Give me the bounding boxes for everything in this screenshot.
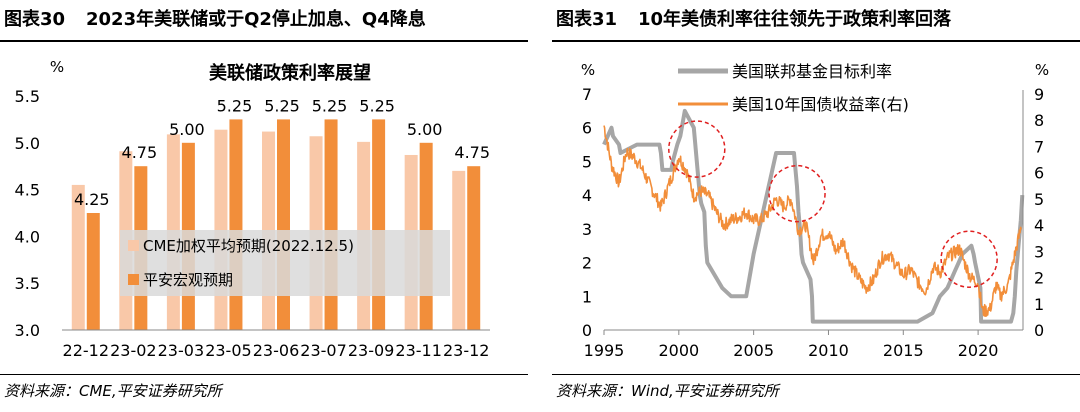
- bar-data-label: 5.25: [264, 96, 300, 115]
- bar-pingan-expectation: [277, 119, 290, 331]
- treasury-10y-yield-line: [603, 125, 1022, 317]
- bar-data-label: 5.00: [407, 120, 443, 139]
- bar-data-label: 4.75: [122, 143, 158, 162]
- x-tick-label: 23-05: [205, 341, 252, 360]
- right-y-tick-label: 2: [1034, 269, 1044, 288]
- left-y-tick-label: 5: [582, 152, 592, 171]
- left-y-tick-label: 1: [582, 287, 592, 306]
- left-y-tick-label: 2: [582, 254, 592, 273]
- bar-data-label: 5.00: [169, 120, 205, 139]
- x-tick-label: 23-06: [253, 341, 300, 360]
- y-tick-label: 3.5: [15, 274, 40, 293]
- bar-chart-title: 美联储政策利率展望: [209, 62, 371, 84]
- bar-pingan-expectation: [324, 119, 338, 331]
- figure-30-source-rule: [0, 374, 528, 375]
- bar-cme-expectation: [452, 170, 466, 330]
- bar-pingan-expectation: [229, 119, 243, 331]
- right-y-tick-label: 9: [1034, 85, 1044, 104]
- legend-background: [120, 230, 450, 296]
- right-y-tick-label: 6: [1034, 164, 1044, 183]
- figure-30-source: 资料来源：CME,平安证券研究所: [4, 382, 222, 400]
- y-tick-label: 3.0: [15, 321, 40, 340]
- x-tick-label: 23-02: [110, 341, 157, 360]
- figure-30-number: 图表30: [4, 9, 66, 30]
- left-y-tick-label: 0: [582, 321, 592, 340]
- right-y-tick-label: 1: [1034, 295, 1044, 314]
- x-tick-label: 2020: [958, 341, 999, 360]
- x-tick-label: 23-09: [348, 341, 395, 360]
- x-tick-label: 23-11: [395, 341, 442, 360]
- bar-data-label: 4.75: [454, 143, 490, 162]
- bar-data-label: 5.25: [312, 96, 348, 115]
- right-y-tick-label: 7: [1034, 137, 1044, 156]
- bar-data-label: 5.25: [359, 96, 395, 115]
- right-y-tick-label: 4: [1034, 216, 1044, 235]
- left-y-tick-label: 3: [582, 220, 592, 239]
- figure-31-header: 图表31 10年美债利率往往领先于政策利率回落: [552, 6, 1080, 34]
- y-tick-label: 4.0: [15, 227, 40, 246]
- x-tick-label: 1995: [584, 341, 625, 360]
- x-tick-label: 22-12: [63, 341, 110, 360]
- x-tick-label: 2015: [883, 341, 924, 360]
- bar-pingan-expectation: [372, 119, 386, 331]
- right-y-tick-label: 0: [1034, 321, 1044, 340]
- bar-pingan-expectation: [467, 166, 481, 330]
- x-tick-label: 2010: [808, 341, 849, 360]
- figure-31-number: 图表31: [556, 9, 618, 30]
- left-y-tick-label: 7: [582, 85, 592, 104]
- highlight-circle: [940, 230, 998, 288]
- figure-31-title: 10年美债利率往往领先于政策利率回落: [638, 9, 952, 30]
- bar-cme-expectation: [214, 129, 228, 330]
- figure-30-header: 图表30 2023年美联储或于Q2停止加息、Q4降息: [0, 6, 528, 34]
- line-chart-left-unit: %: [581, 61, 595, 79]
- rates-line-chart: % % 0 1 2 3 4 5 6 7 0 1 2 3 4 5 6 7 8 9 1995 2000 2005 2010…: [581, 61, 1049, 360]
- line-chart-legend: 美国联邦基金目标利率 美国10年国债收益率(右): [678, 62, 909, 114]
- figure-31-header-rule: [552, 40, 1080, 42]
- figure-31-panel: 图表31 10年美债利率往往领先于政策利率回落 % % 0 1 2 3 4 5 6 7 0 1 2 3…: [552, 0, 1080, 412]
- y-tick-label: 4.5: [15, 181, 40, 200]
- legend-label-fed-funds: 美国联邦基金目标利率: [732, 62, 892, 81]
- highlight-circle: [668, 120, 726, 178]
- highlight-circle: [768, 164, 826, 223]
- bar-pingan-expectation: [86, 213, 100, 330]
- x-tick-label: 2005: [733, 341, 774, 360]
- line-chart-right-unit: %: [1035, 61, 1049, 79]
- x-tick-label: 23-03: [158, 341, 205, 360]
- bar-chart-legend: CME加权平均预期(2022.12.5) 平安宏观预期: [120, 230, 450, 296]
- right-y-tick-label: 3: [1034, 242, 1044, 261]
- figure-31-source-rule: [552, 374, 1080, 375]
- legend-label-pingan: 平安宏观预期: [143, 271, 233, 289]
- bar-chart-y-unit: %: [50, 58, 64, 76]
- legend-label-cme: CME加权平均预期(2022.12.5): [143, 237, 354, 255]
- right-y-tick-label: 5: [1034, 190, 1044, 209]
- y-tick-label: 5.5: [15, 87, 40, 106]
- legend-swatch-pingan: [128, 274, 139, 285]
- bar-data-label: 4.25: [74, 190, 110, 209]
- right-y-tick-label: 8: [1034, 111, 1044, 130]
- x-tick-label: 23-07: [300, 341, 347, 360]
- legend-swatch-cme: [128, 240, 139, 251]
- legend-label-10y-yield: 美国10年国债收益率(右): [732, 95, 909, 114]
- x-tick-label: 23-12: [443, 341, 490, 360]
- left-y-tick-label: 6: [582, 119, 592, 138]
- figure-30-panel: 图表30 2023年美联储或于Q2停止加息、Q4降息 美联储政策利率展望 % 3.…: [0, 0, 528, 412]
- left-y-tick-label: 4: [582, 186, 592, 205]
- y-tick-label: 5.0: [15, 134, 40, 153]
- bar-cme-expectation: [71, 184, 85, 330]
- figure-30-title: 2023年美联储或于Q2停止加息、Q4降息: [86, 9, 426, 30]
- x-tick-label: 2000: [658, 341, 699, 360]
- figure-30-header-rule: [0, 40, 528, 42]
- bar-data-label: 5.25: [217, 96, 253, 115]
- fed-funds-rate-line: [602, 108, 1025, 324]
- policy-rate-bar-chart: 美联储政策利率展望 % 3.03.54.04.55.05.5 22-12 23-0…: [15, 58, 490, 360]
- figure-31-source: 资料来源：Wind,平安证券研究所: [556, 382, 779, 400]
